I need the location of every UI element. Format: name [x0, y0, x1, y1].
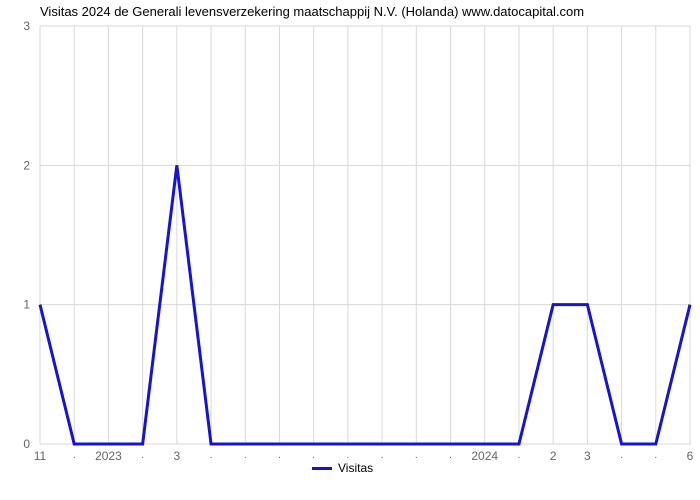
x-tick-label: 2024 — [471, 449, 498, 463]
svg-text:.: . — [73, 450, 76, 461]
svg-text:.: . — [210, 450, 213, 461]
svg-text:.: . — [381, 450, 384, 461]
svg-text:.: . — [312, 450, 315, 461]
visits-chart: 0 1 2 3 11. 2023. 3........ 2024. 2 3.. 6 Visitas 2… — [0, 0, 700, 500]
chart-title: Visitas 2024 de Generali levensverzekeri… — [40, 4, 584, 19]
svg-text:.: . — [244, 450, 247, 461]
legend-swatch — [312, 467, 332, 470]
x-tick-label: 3 — [173, 449, 180, 463]
x-tick-label: 2 — [550, 449, 557, 463]
x-tick-label: 3 — [584, 449, 591, 463]
svg-text:.: . — [347, 450, 350, 461]
svg-text:.: . — [141, 450, 144, 461]
x-tick-label: 6 — [687, 449, 694, 463]
svg-text:.: . — [518, 450, 521, 461]
x-tick-label: 11 — [34, 449, 47, 463]
svg-text:.: . — [620, 450, 623, 461]
y-tick-label: 2 — [23, 158, 30, 172]
chart-svg: 0 1 2 3 11. 2023. 3........ 2024. 2 3.. 6 Visitas 2… — [0, 0, 700, 500]
y-tick-label: 3 — [23, 19, 30, 33]
svg-text:.: . — [654, 450, 657, 461]
svg-text:.: . — [449, 450, 452, 461]
legend-label: Visitas — [338, 461, 373, 475]
x-tick-label: 2023 — [95, 449, 122, 463]
y-tick-label: 0 — [23, 437, 30, 451]
svg-text:.: . — [415, 450, 418, 461]
y-tick-label: 1 — [23, 298, 30, 312]
svg-text:.: . — [278, 450, 281, 461]
